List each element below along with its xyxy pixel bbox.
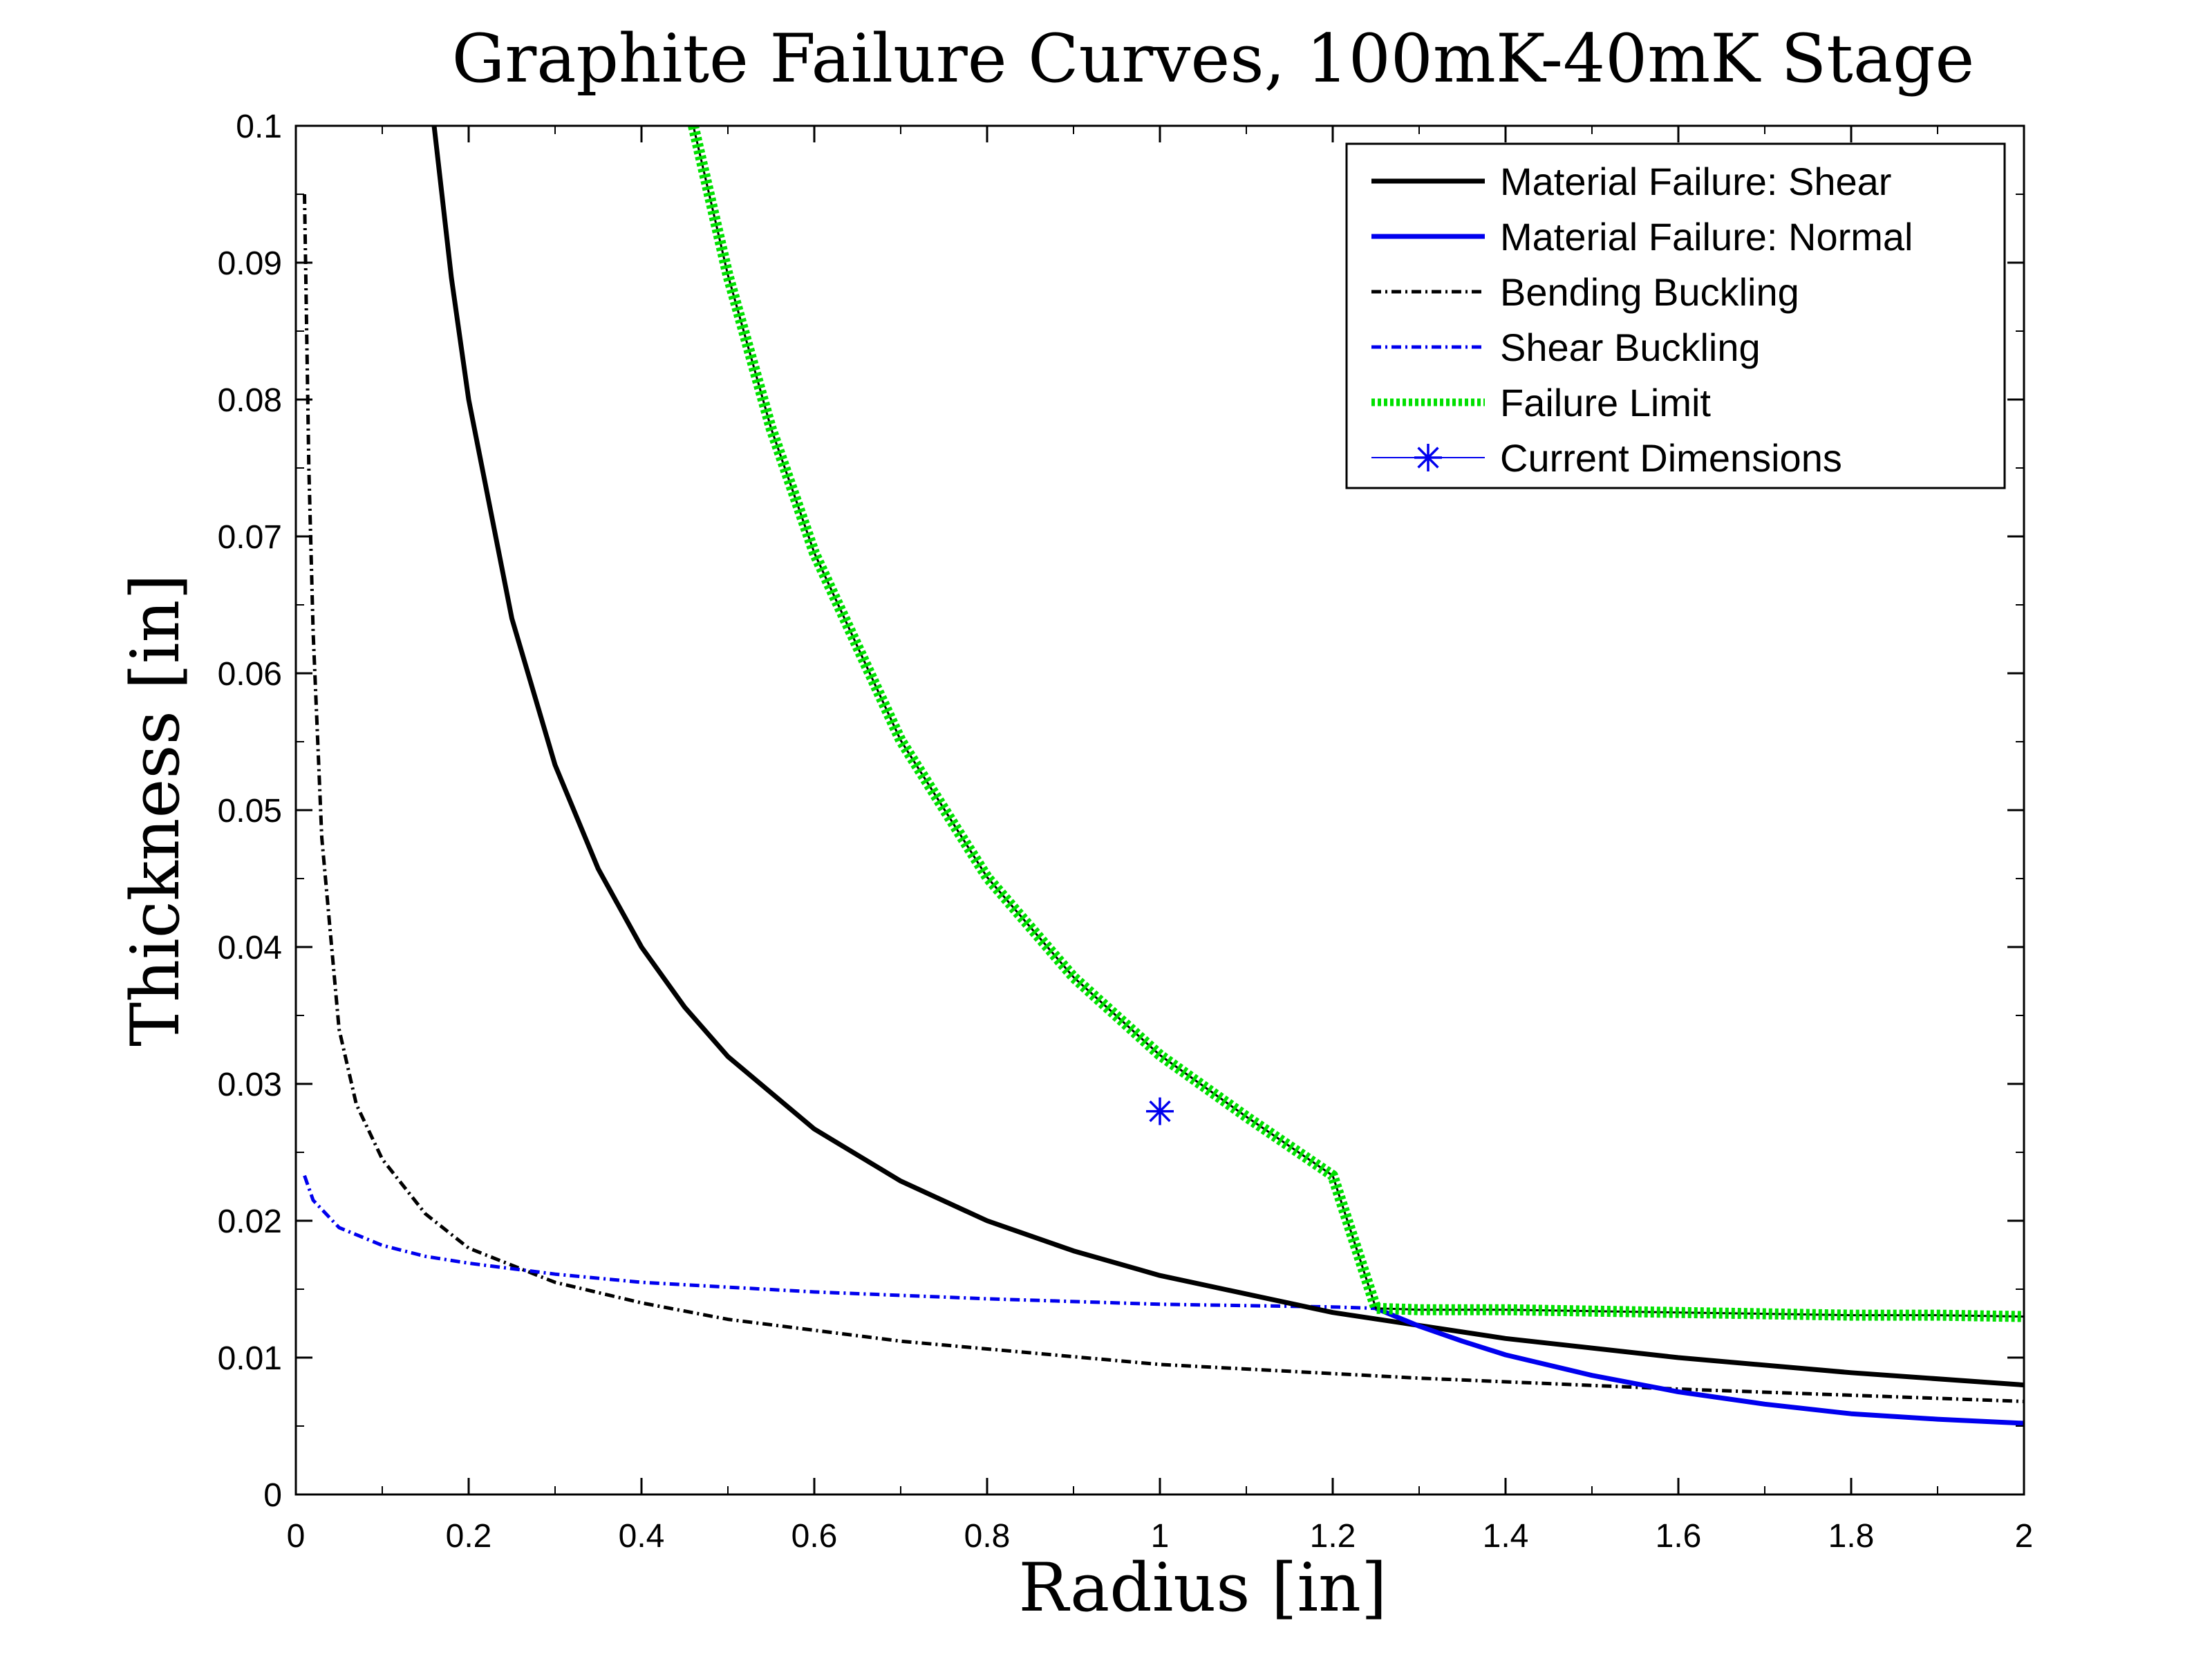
y-tick-label: 0.08	[218, 382, 282, 419]
series-point-current-dimensions	[1146, 1097, 1174, 1125]
y-axis-label: Thickness [in]	[117, 574, 194, 1047]
y-tick-label: 0.1	[236, 109, 282, 145]
legend-label-bending-buckling: Bending Buckling	[1500, 270, 1799, 314]
x-tick-label: 0.4	[619, 1518, 665, 1555]
x-tick-label: 1.2	[1310, 1518, 1356, 1555]
series-line-material-failure-normal	[1375, 1306, 2024, 1426]
legend-entry-current-dimensions: Current Dimensions	[1371, 436, 1842, 480]
y-tick-label: 0.04	[218, 930, 282, 966]
x-axis-label: Radius [in]	[1019, 1549, 1387, 1627]
y-tick-label: 0	[263, 1477, 282, 1514]
legend-label-material-failure-shear: Material Failure: Shear	[1500, 160, 1891, 203]
y-tick-label: 0.03	[218, 1067, 282, 1103]
legend-entry-failure-limit: Failure Limit	[1371, 381, 1711, 424]
x-tick-label: 1	[1151, 1518, 1170, 1555]
y-tick-label: 0.01	[218, 1340, 282, 1377]
x-tick-label: 0.8	[964, 1518, 1011, 1555]
series-line-failure-limit	[688, 126, 2024, 1322]
series-layer	[303, 126, 2024, 1426]
y-tick-label: 0.06	[218, 656, 282, 693]
legend-label-failure-limit: Failure Limit	[1500, 381, 1711, 424]
y-tick-label: 0.05	[218, 793, 282, 830]
chart-title: Graphite Failure Curves, 100mK-40mK Stag…	[452, 20, 1975, 97]
legend-entry-shear-buckling: Shear Buckling	[1371, 326, 1761, 369]
legend: Material Failure: Shear Material Failure:…	[1345, 142, 2006, 489]
y-tick-label: 0.07	[218, 519, 282, 556]
x-tick-label: 0.6	[791, 1518, 838, 1555]
legend-marker-current-dimensions	[1414, 444, 1442, 471]
legend-label-current-dimensions: Current Dimensions	[1500, 436, 1842, 480]
legend-label-shear-buckling: Shear Buckling	[1500, 326, 1761, 369]
series-line-shear-buckling	[303, 1174, 1376, 1311]
x-tick-label: 0.2	[446, 1518, 492, 1555]
x-tick-label: 1.6	[1656, 1518, 1702, 1555]
series-line-material-failure-shear	[431, 126, 2024, 1388]
series-line-bending-buckling	[303, 194, 2024, 1403]
y-axis: 0 0.01 0.02 0.03 0.04 0.05 0.06 0.07 0.08 0.09 0.1	[218, 109, 2024, 1514]
legend-entry-bending-buckling: Bending Buckling	[1371, 270, 1799, 314]
x-tick-label: 2	[2015, 1518, 2034, 1555]
legend-label-material-failure-normal: Material Failure: Normal	[1500, 215, 1913, 259]
legend-entry-material-failure-normal: Material Failure: Normal	[1371, 215, 1913, 259]
x-tick-label: 0	[287, 1518, 306, 1555]
legend-box	[1345, 142, 2006, 489]
y-tick-label: 0.09	[218, 245, 282, 282]
x-tick-label: 1.4	[1483, 1518, 1529, 1555]
x-axis: 0 0.2 0.4 0.6 0.8 1 1.2 1.4 1.6 1.8 2	[287, 126, 2034, 1555]
legend-entry-material-failure-shear: Material Failure: Shear	[1371, 160, 1891, 203]
y-tick-label: 0.02	[218, 1203, 282, 1240]
x-tick-label: 1.8	[1828, 1518, 1875, 1555]
